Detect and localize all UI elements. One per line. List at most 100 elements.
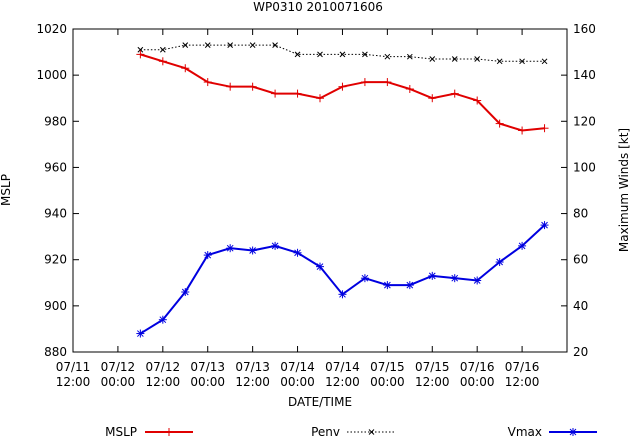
data-point-mslp: [518, 126, 527, 135]
data-point-vmax: [248, 246, 257, 255]
y-tick-label: 900: [44, 299, 67, 313]
data-point-penv: [204, 42, 211, 49]
x-tick-label-date: 07/16: [460, 360, 495, 374]
series-line-penv: [140, 44, 545, 62]
y2-tick-label: 40: [573, 299, 588, 313]
y2-tick-label: 20: [573, 345, 588, 359]
plot-frame: [72, 28, 568, 353]
x-tick-label-date: 07/12: [146, 360, 181, 374]
data-point-vmax: [338, 290, 347, 299]
x-tick-label-time: 00:00: [370, 375, 405, 389]
x-tick-label-date: 07/13: [235, 360, 270, 374]
data-point-vmax: [383, 281, 392, 290]
x-tick-label-time: 12:00: [235, 375, 270, 389]
x-axis-label: DATE/TIME: [288, 395, 352, 409]
y-tick-label: 920: [44, 253, 67, 267]
data-point-vmax: [271, 241, 280, 250]
legend-label-penv: Penv: [311, 425, 340, 437]
data-point-penv: [496, 58, 503, 65]
data-point-mslp: [338, 82, 347, 91]
y2-axis-ticks: 20 40 60 80 100 120 140 160: [561, 22, 596, 359]
data-point-penv: [541, 58, 548, 65]
x-tick-label-date: 07/15: [415, 360, 450, 374]
legend-label-mslp: MSLP: [105, 425, 137, 437]
series-line-mslp: [140, 53, 545, 132]
legend-marker-vmax: [569, 428, 577, 436]
x-tick-label-date: 07/12: [101, 360, 136, 374]
data-point-mslp: [540, 124, 549, 133]
y-tick-label: 980: [44, 114, 67, 128]
data-point-penv: [317, 51, 323, 58]
x-axis-ticks: 07/1112:0007/1200:0007/1212:0007/1300:00…: [56, 29, 540, 389]
data-point-penv: [249, 42, 256, 49]
x-tick-label-date: 07/15: [370, 360, 405, 374]
data-point-mslp: [203, 78, 212, 87]
x-tick-label-time: 12:00: [415, 375, 450, 389]
data-point-vmax: [540, 221, 549, 230]
data-point-penv: [451, 56, 458, 62]
data-point-vmax: [293, 248, 302, 257]
x-tick-label-time: 12:00: [505, 375, 540, 389]
data-point-vmax: [495, 258, 504, 267]
data-point-vmax: [181, 288, 190, 297]
x-tick-label-date: 07/14: [280, 360, 315, 374]
x-tick-label-date: 07/13: [190, 360, 225, 374]
x-tick-label-date: 07/11: [56, 360, 91, 374]
data-point-vmax: [450, 274, 459, 283]
data-point-penv: [294, 51, 301, 58]
data-point-mslp: [316, 94, 324, 103]
data-point-penv: [137, 46, 144, 53]
data-point-penv: [159, 46, 166, 53]
legend-label-vmax: Vmax: [508, 425, 542, 437]
x-tick-label-time: 12:00: [56, 375, 91, 389]
data-point-vmax: [226, 244, 235, 253]
data-point-mslp: [248, 82, 257, 91]
x-tick-label-time: 12:00: [146, 375, 181, 389]
y2-axis-label: Maximum Winds [kt]: [617, 128, 631, 252]
data-point-penv: [519, 58, 525, 65]
y-axis-label: MSLP: [0, 174, 13, 206]
x-tick-label-date: 07/16: [505, 360, 540, 374]
data-point-mslp: [136, 50, 145, 59]
data-point-penv: [384, 53, 391, 60]
x-tick-label-time: 00:00: [280, 375, 315, 389]
y2-tick-label: 140: [573, 68, 596, 82]
data-point-vmax: [360, 274, 369, 283]
y2-tick-label: 160: [573, 22, 596, 36]
data-point-penv: [474, 56, 481, 62]
data-point-mslp: [473, 96, 482, 105]
x-tick-label-time: 12:00: [325, 375, 360, 389]
data-point-penv: [406, 53, 413, 60]
series-layer: [136, 42, 549, 338]
y-tick-label: 1000: [36, 68, 67, 82]
data-point-mslp: [405, 84, 414, 93]
y2-tick-label: 60: [573, 253, 588, 267]
y2-tick-label: 80: [573, 207, 588, 221]
y-tick-label: 1020: [36, 22, 67, 36]
data-point-mslp: [495, 119, 504, 128]
data-point-penv: [429, 56, 436, 62]
data-point-vmax: [136, 329, 145, 338]
legend-marker-penv: [368, 429, 375, 435]
data-point-mslp: [271, 89, 280, 98]
series-line-vmax: [139, 224, 546, 335]
data-point-vmax: [473, 276, 482, 285]
data-point-penv: [272, 42, 278, 49]
y-tick-label: 880: [44, 345, 67, 359]
legend-marker-mslp: [165, 428, 173, 436]
x-tick-label-time: 00:00: [190, 375, 225, 389]
legend: MSLP Penv Vmax: [105, 425, 597, 437]
y-tick-label: 940: [44, 207, 67, 221]
x-tick-label-time: 00:00: [101, 375, 136, 389]
y2-tick-label: 100: [573, 160, 596, 174]
x-tick-label-date: 07/14: [325, 360, 360, 374]
data-point-mslp: [226, 82, 235, 91]
data-point-mslp: [383, 78, 392, 87]
y-axis-ticks: 880 900 920 940 960 980 1000 1020: [36, 22, 79, 359]
data-point-penv: [227, 42, 234, 49]
data-point-mslp: [428, 94, 437, 103]
x-tick-label-time: 00:00: [460, 375, 495, 389]
data-point-mslp: [181, 64, 190, 73]
data-point-vmax: [405, 281, 414, 290]
